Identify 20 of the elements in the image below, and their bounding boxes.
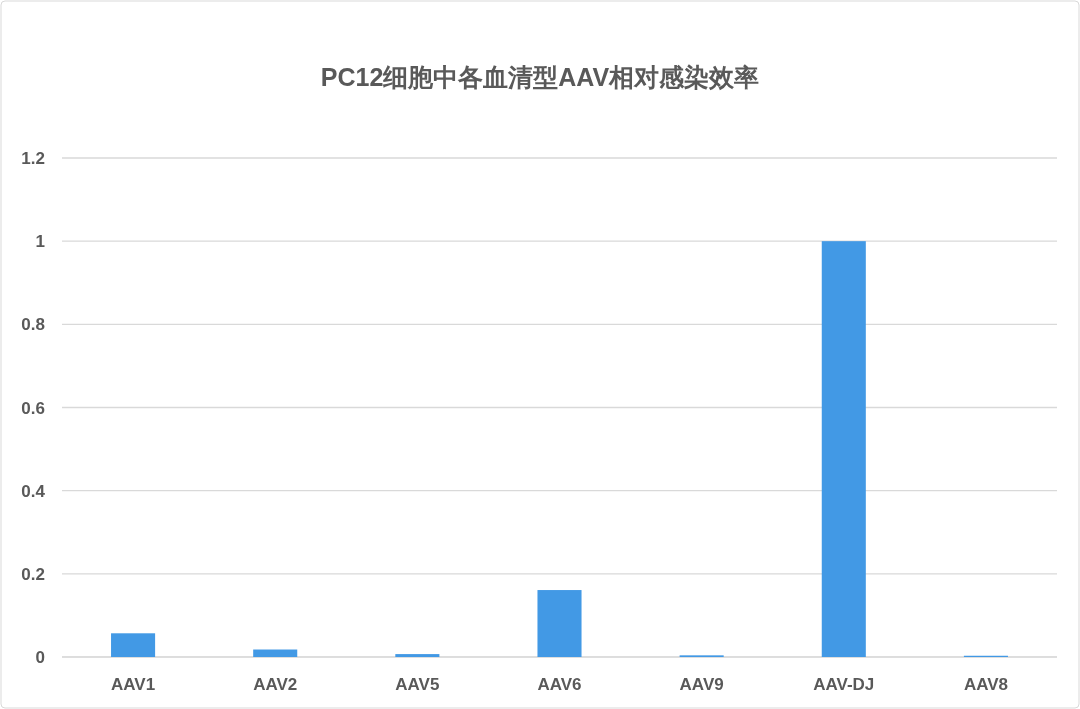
x-tick-label: AAV2	[253, 675, 298, 694]
y-tick-label: 0.8	[21, 315, 45, 335]
y-tick-label: 1.2	[21, 149, 45, 168]
x-tick-label: AAV6	[537, 675, 582, 694]
bar	[395, 654, 440, 657]
y-tick-label: 0.6	[21, 398, 45, 418]
bar	[821, 241, 866, 657]
y-tick-label: 1	[35, 232, 45, 252]
x-tick-label: AAV8	[963, 675, 1008, 694]
y-tick-label: 0.2	[21, 564, 45, 584]
chart-title: PC12细胞中各血清型AAV相对感染效率	[320, 63, 760, 91]
x-tick-label: AAV1	[111, 675, 156, 694]
y-tick-label: 0.4	[21, 481, 46, 501]
bar	[537, 590, 582, 657]
x-tick-label: AAV5	[395, 675, 440, 694]
bar	[253, 649, 298, 657]
y-tick-label: 0	[35, 648, 45, 667]
x-tick-label: AAV-DJ	[813, 675, 875, 694]
x-tick-label: AAV9	[679, 675, 724, 694]
bar	[111, 633, 156, 657]
